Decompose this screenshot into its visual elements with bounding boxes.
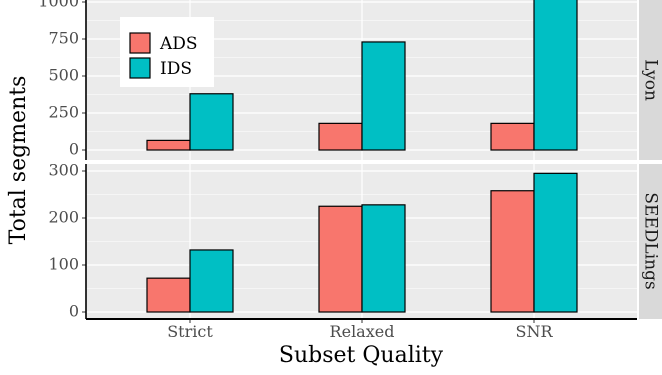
bar-seedlings-ads-snr [490,190,535,313]
y-tick-label-lyon: 750 [48,29,79,48]
y-tick-layer: 0 250 500 750 1000 0 100 200 300 [38,0,86,321]
bar-lyon-ids-strict [189,93,234,151]
bar-layer [146,0,578,313]
y-tick-label-lyon: 0 [69,140,79,159]
y-tick-label-seedlings: 200 [48,208,79,227]
x-tick-layer: Strict Relaxed SNR [167,319,553,341]
y-axis-title: Total segments [6,76,31,245]
y-tick-label-lyon: 500 [48,66,79,85]
y-tick-label-lyon: 250 [48,103,79,122]
bar-lyon-ads-relaxed [318,122,363,151]
legend: ADS IDS [120,17,214,87]
bar-lyon-ids-relaxed [361,41,406,151]
strip-lyon [639,0,662,160]
legend-label-ads: ADS [159,34,198,54]
x-tick-label-strict: Strict [167,322,213,341]
bar-seedlings-ids-strict [189,249,234,313]
bar-lyon-ads-snr [490,122,535,151]
x-tick-label-snr: SNR [515,322,553,341]
bar-seedlings-ids-snr [533,172,578,313]
x-tick-label-relaxed: Relaxed [330,322,395,341]
bar-lyon-ids-snr [533,0,578,151]
y-tick-label-seedlings: 100 [48,255,79,274]
bar-lyon-ads-strict [146,139,191,151]
legend-key-ids [129,57,151,79]
y-tick-label-seedlings: 300 [48,161,79,180]
bar-seedlings-ads-strict [146,277,191,313]
legend-label-ids: IDS [160,59,192,79]
y-tick-label-lyon: 1000 [38,0,79,11]
bar-seedlings-ads-relaxed [318,205,363,313]
strip-label-lyon: Lyon [641,59,661,101]
legend-key-ads [129,32,151,54]
bar-seedlings-ids-relaxed [361,204,406,313]
strip-seedlings [639,164,662,319]
x-axis-title: Subset Quality [279,343,444,368]
y-tick-label-seedlings: 0 [69,302,79,321]
strip-label-seedlings: SEEDLings [641,192,661,289]
